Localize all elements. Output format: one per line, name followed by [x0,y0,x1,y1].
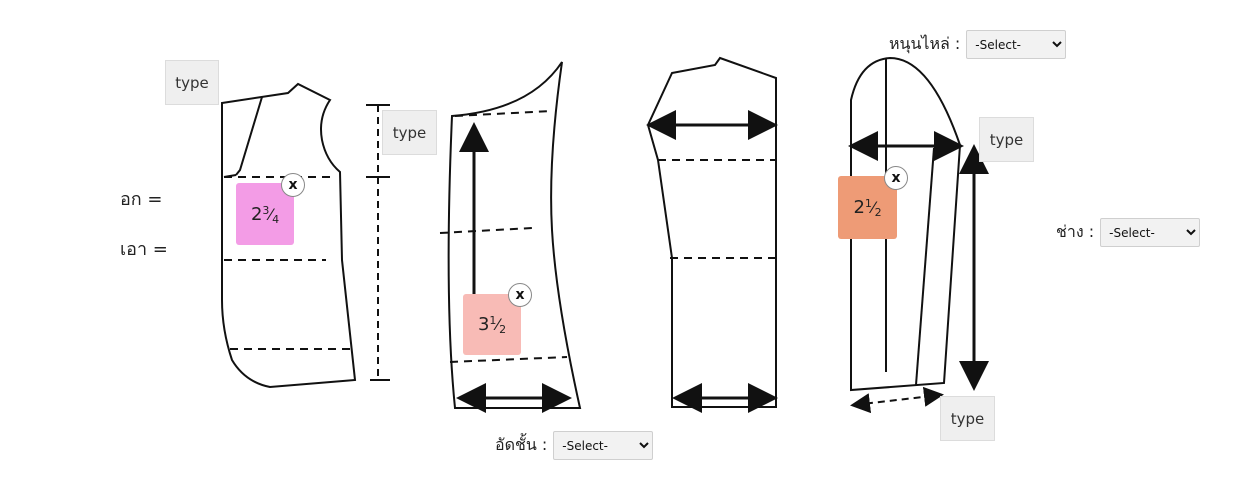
back-measure-value: 3 1 ⁄ 2 [477,314,507,336]
length-dimension [366,104,390,381]
shoulder-select[interactable]: -Select- [966,30,1067,59]
front-type-button[interactable]: type [165,60,219,105]
sleeve-measure-value: 2 1 ⁄ 2 [853,197,882,219]
sleeve-select-group: ช่าง : -Select- [1056,218,1201,247]
shoulder-select-group: หนุนไหล่ : -Select- [889,30,1067,59]
front-panel [221,82,357,389]
sleeve-select-label: ช่าง : [1056,222,1095,241]
side-panel [646,56,778,413]
bottom-select-label: อัดชั้น : [495,435,548,454]
close-icon[interactable]: x [884,166,908,190]
front-measure-value: 2 3 ⁄ 4 [250,203,280,226]
length-type-button[interactable]: type [382,110,437,155]
close-icon[interactable]: x [281,173,305,197]
bottom-select-group: อัดชั้น : -Select- [495,431,654,460]
waist-label: เอา = [120,239,168,260]
shoulder-select-label: หนุนไหล่ : [889,34,961,53]
close-icon[interactable]: x [508,283,532,307]
sleeve-width-type-button[interactable]: type [979,117,1034,162]
sleeve-select[interactable]: -Select- [1100,218,1201,247]
chest-label: อก = [120,189,163,210]
sleeve-panel [848,56,989,414]
bottom-select[interactable]: -Select- [553,431,654,460]
sleeve-hem-type-button[interactable]: type [940,396,995,441]
back-panel [439,61,582,413]
